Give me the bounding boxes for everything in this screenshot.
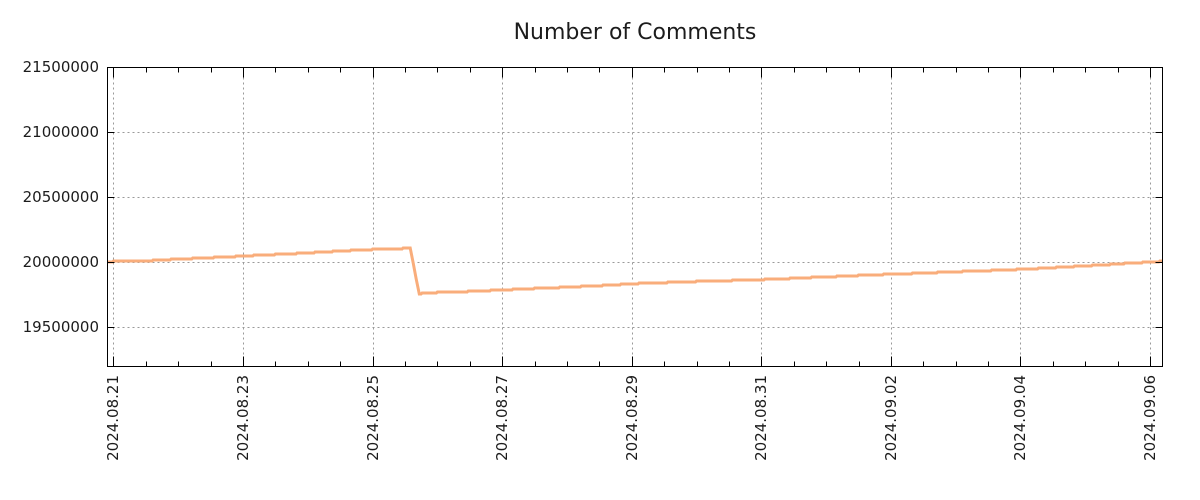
axes — [107, 67, 1163, 367]
y-tick-label: 21000000 — [23, 123, 99, 141]
x-tick-label: 2024.09.02 — [882, 375, 900, 461]
comments-series-line — [107, 246, 1163, 296]
y-tick-label: 20000000 — [23, 253, 99, 271]
x-tick-label: 2024.08.31 — [752, 375, 770, 461]
x-tick-label: 2024.09.04 — [1011, 375, 1029, 461]
x-tick-label: 2024.08.25 — [364, 375, 382, 461]
gridlines — [107, 67, 1163, 367]
axis-tick-labels: 19500000 20000000 20500000 21000000 21500000… — [23, 58, 1159, 461]
chart-title: Number of Comments — [514, 20, 757, 45]
x-tick-label: 2024.08.21 — [104, 375, 122, 461]
y-tick-label: 21500000 — [23, 58, 99, 76]
plot-border — [107, 67, 1163, 367]
data-series — [107, 246, 1163, 296]
x-tick-label: 2024.08.23 — [234, 375, 252, 461]
y-tick-label: 20500000 — [23, 188, 99, 206]
x-tick-label: 2024.09.06 — [1141, 375, 1159, 461]
y-tick-label: 19500000 — [23, 318, 99, 336]
x-tick-label: 2024.08.29 — [623, 375, 641, 461]
x-tick-label: 2024.08.27 — [493, 375, 511, 461]
